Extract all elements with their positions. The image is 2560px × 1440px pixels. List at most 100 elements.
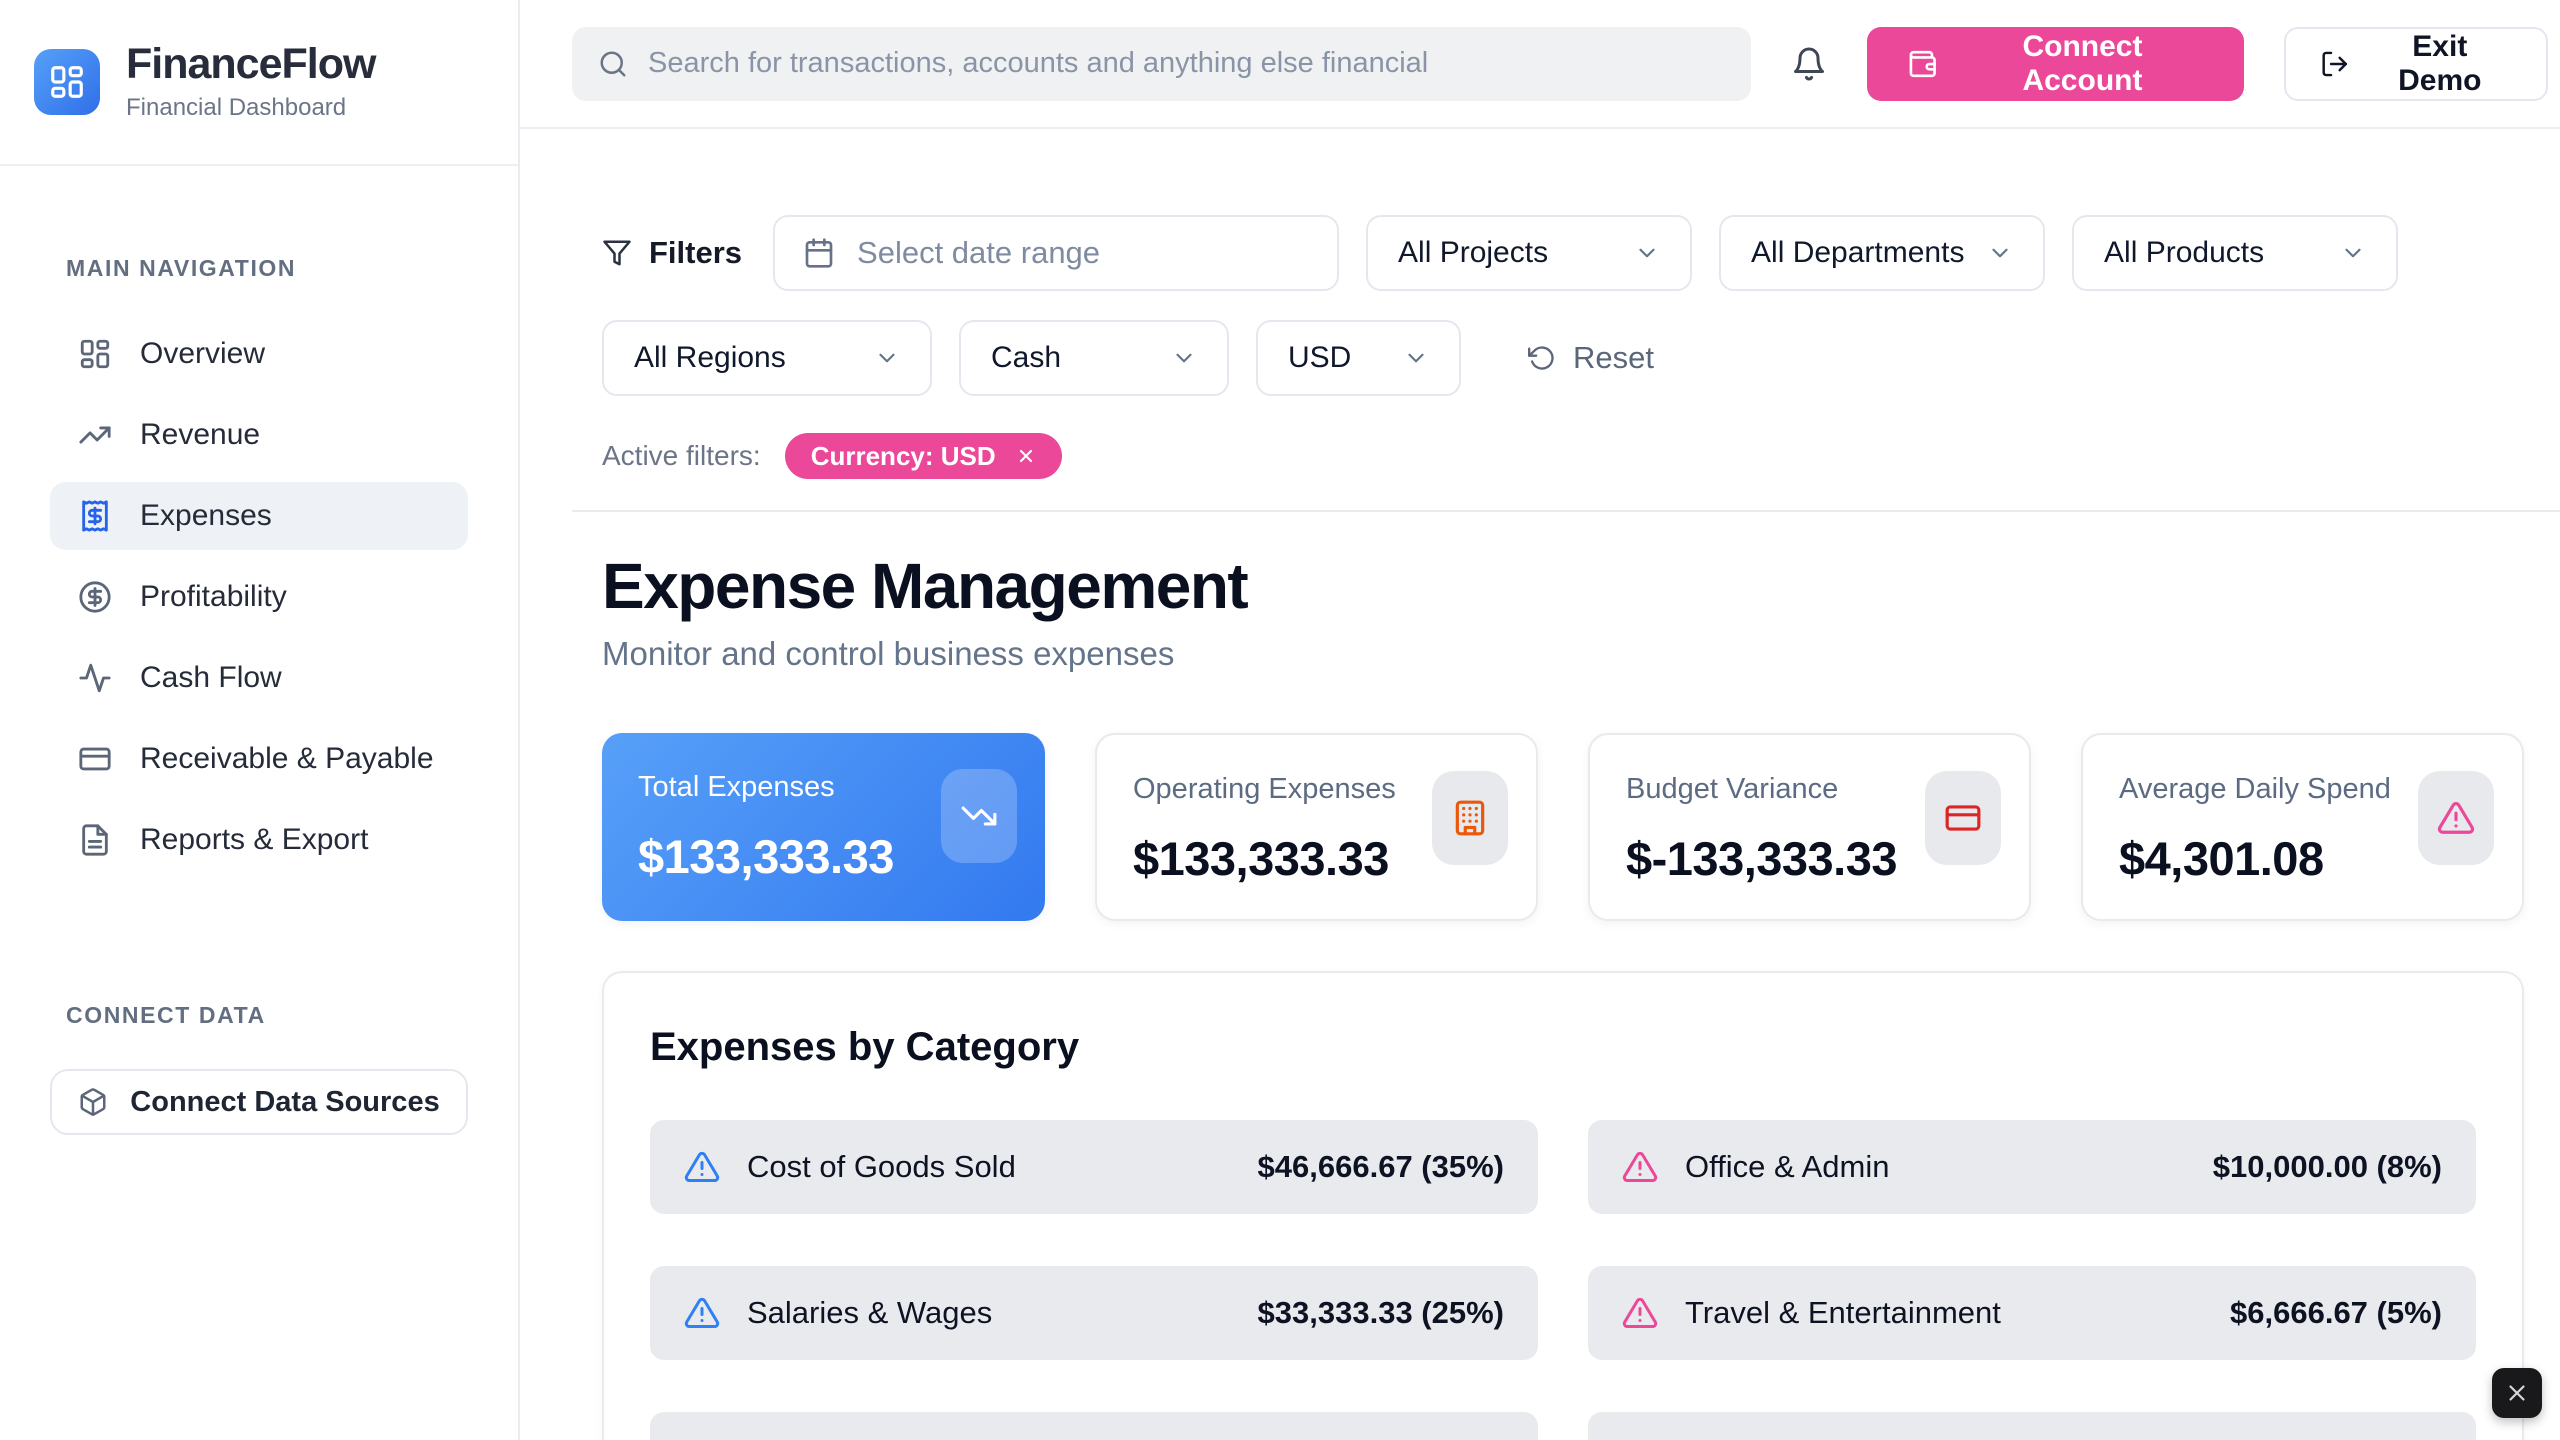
sidebar-item-label: Receivable & Payable [140,742,434,775]
credit-card-icon [78,742,112,776]
filters-row-2: All Regions Cash USD Reset [602,320,2524,396]
date-range-input[interactable] [857,235,1310,271]
brand-name: FinanceFlow [126,39,376,88]
building-icon [1432,771,1508,865]
stat-card-budget-variance: Budget Variance $-133,333.33 [1588,733,2031,921]
filters-title: Filters [602,235,742,271]
category-grid: Cost of Goods Sold $46,666.67 (35%) Offi… [650,1120,2476,1440]
receipt-icon [78,499,112,533]
products-dropdown-value: All Products [2104,236,2265,269]
date-range-field[interactable] [773,215,1340,291]
products-dropdown[interactable]: All Products [2072,215,2399,291]
expenses-by-category-title: Expenses by Category [650,1025,1080,1069]
sidebar: FinanceFlow Financial Dashboard MAIN NAV… [0,0,520,1440]
active-filter-chip-label: Currency: USD [810,440,996,471]
main-navigation-heading: MAIN NAVIGATION [66,255,297,281]
sidebar-item-label: Profitability [140,580,287,613]
rotate-ccw-icon [1528,346,1554,370]
connect-account-button[interactable]: Connect Account [1867,26,2245,101]
bell-icon [1794,47,1825,80]
page-title: Expense Management [602,550,1249,622]
sidebar-item-label: Reports & Export [140,823,369,856]
brand-text: FinanceFlow Financial Dashboard [126,39,376,122]
chevron-down-icon [2345,248,2361,258]
connect-data-sources-label: Connect Data Sources [130,1085,440,1118]
global-search[interactable] [572,26,1752,101]
chevron-down-icon [1408,353,1424,363]
projects-dropdown[interactable]: All Projects [1366,215,1693,291]
search-icon [600,51,626,76]
category-row-salaries-wages: Salaries & Wages $33,333.33 (25%) [650,1266,1538,1360]
alert-triangle-icon [1622,1151,1658,1182]
sidebar-item-cash-flow[interactable]: Cash Flow [50,644,468,712]
active-filter-chip-currency[interactable]: Currency: USD [784,433,1062,479]
close-icon [2509,1385,2525,1401]
connect-data-sources-button[interactable]: Connect Data Sources [50,1069,468,1135]
calendar-icon [805,238,833,268]
chevron-down-icon [1639,248,1655,258]
chevron-down-icon [1992,248,2008,258]
stat-card-average-daily-spend: Average Daily Spend $4,301.08 [2081,733,2524,921]
sidebar-item-profitability[interactable]: Profitability [50,563,468,631]
sidebar-item-label: Expenses [140,499,272,532]
category-name: Salaries & Wages [747,1295,993,1330]
regions-dropdown-value: All Regions [634,341,786,374]
category-value: $10,000.00 (8%) [2212,1149,2442,1184]
category-value: $33,333.33 (25%) [1257,1295,1504,1330]
currency-dropdown-value: USD [1288,341,1352,374]
expenses-by-category-panel: Expenses by Category Cost of Goods Sold … [602,971,2524,1440]
projects-dropdown-value: All Projects [1398,236,1549,269]
section-divider [572,510,2560,512]
chevron-down-icon [879,353,895,363]
payment-method-dropdown[interactable]: Cash [959,320,1229,396]
stat-card-label: Total Expenses [638,771,835,803]
payment-method-dropdown-value: Cash [991,341,1062,374]
sidebar-nav: Overview Revenue Expenses Profitability … [50,320,468,874]
sidebar-item-label: Overview [140,337,266,370]
category-value: $6,666.67 (5%) [2230,1295,2442,1330]
alert-triangle-icon [684,1297,720,1328]
currency-dropdown[interactable]: USD [1256,320,1461,396]
category-value: $46,666.67 (35%) [1257,1149,1504,1184]
top-bar: Connect Account Exit Demo [520,0,2560,129]
sidebar-item-reports-export[interactable]: Reports & Export [50,806,468,874]
app-logo-icon [34,49,100,115]
category-row-office-admin: Office & Admin $10,000.00 (8%) [1588,1120,2476,1214]
notifications-button[interactable] [1791,46,1827,82]
brand-tagline: Financial Dashboard [126,94,347,122]
category-row-travel-entertainment: Travel & Entertainment $6,666.67 (5%) [1588,1266,2476,1360]
sidebar-item-label: Revenue [140,418,261,451]
departments-dropdown[interactable]: All Departments [1719,215,2046,291]
stat-card-operating-expenses: Operating Expenses $133,333.33 [1095,733,1538,921]
sidebar-item-receivable-payable[interactable]: Receivable & Payable [50,725,468,793]
reset-label: Reset [1573,340,1654,375]
sidebar-item-revenue[interactable]: Revenue [50,401,468,469]
chevron-down-icon [1176,353,1192,363]
filters-label: Filters [649,235,743,270]
page-content: Filters All Projects All Departments All… [520,129,2560,1440]
search-input[interactable] [648,47,1726,80]
stat-card-label: Average Daily Spend [2119,773,2391,805]
close-icon[interactable] [1016,446,1036,466]
page-subtitle: Monitor and control business expenses [602,635,1175,672]
sidebar-item-expenses[interactable]: Expenses [50,482,468,550]
credit-card-icon [1925,771,2001,865]
brand-header: FinanceFlow Financial Dashboard [0,0,518,166]
stat-cards-row: Total Expenses $133,333.33 Operating Exp… [602,733,2524,921]
stat-card-value: $4,301.08 [2119,832,2324,885]
sidebar-item-label: Cash Flow [140,661,282,694]
stat-card-value: $-133,333.33 [1626,832,1898,885]
stat-card-label: Operating Expenses [1133,773,1396,805]
stat-card-label: Budget Variance [1626,773,1839,805]
reset-filters-button[interactable]: Reset [1528,340,1654,376]
layout-grid-icon [78,337,112,371]
active-filters-row: Active filters: Currency: USD [602,433,2524,479]
exit-demo-button[interactable]: Exit Demo [2284,26,2548,101]
category-name: Cost of Goods Sold [747,1149,1016,1184]
departments-dropdown-value: All Departments [1751,236,1965,269]
regions-dropdown[interactable]: All Regions [602,320,932,396]
overlay-close-button[interactable] [2492,1368,2542,1418]
sidebar-item-overview[interactable]: Overview [50,320,468,388]
connect-account-label: Connect Account [2022,29,2143,97]
alert-triangle-icon [1622,1297,1658,1328]
